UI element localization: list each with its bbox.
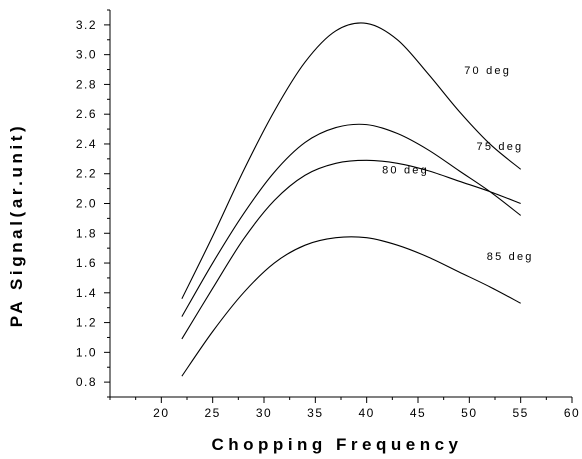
y-tick-label: 2.0 — [76, 197, 97, 211]
y-tick-label: 3.2 — [76, 18, 97, 32]
x-tick-label: 20 — [153, 406, 169, 420]
y-tick-label: 2.8 — [76, 77, 97, 91]
y-tick-label: 2.4 — [76, 137, 97, 151]
series-line-70-deg — [181, 22, 522, 300]
series-line-80-deg — [181, 159, 521, 340]
x-tick-label: 30 — [256, 406, 272, 420]
series-line-85-deg — [181, 236, 521, 377]
series-label-75-deg: 75 deg — [477, 141, 524, 153]
x-tick-label: 45 — [410, 406, 426, 420]
x-tick-label: 60 — [564, 406, 580, 420]
x-tick-label: 40 — [358, 406, 374, 420]
x-axis-title: Chopping Frequency — [212, 435, 463, 454]
y-axis-ticks: 0.8 1.0 1.2 1.4 1.6 1.8 2.0 2.2 2.4 2.6 2.8 3.0 3.2 — [76, 9, 110, 398]
series-label-70-deg: 70 deg — [464, 65, 511, 77]
series-label-85-deg: 85 deg — [487, 251, 534, 263]
curve-labels: 70 deg 75 deg 80 deg 85 deg — [382, 65, 534, 263]
x-tick-label: 50 — [461, 406, 477, 420]
series-label-80-deg: 80 deg — [382, 165, 429, 177]
y-tick-label: 1.0 — [76, 345, 97, 359]
y-tick-label: 1.8 — [76, 226, 97, 240]
y-tick-label: 0.8 — [76, 375, 97, 389]
x-tick-label: 55 — [512, 406, 528, 420]
y-tick-label: 1.2 — [76, 316, 97, 330]
x-tick-label: 35 — [307, 406, 323, 420]
x-tick-label: 25 — [204, 406, 220, 420]
series-layer — [181, 22, 522, 377]
y-tick-label: 3.0 — [76, 48, 97, 62]
series-line-75-deg — [181, 123, 522, 317]
y-tick-label: 2.2 — [76, 167, 97, 181]
y-axis-title: PA Signal(ar.unit) — [7, 123, 26, 328]
y-tick-label: 2.6 — [76, 107, 97, 121]
y-tick-label: 1.4 — [76, 286, 97, 300]
x-axis-ticks: 20 25 30 35 40 45 50 55 60 — [109, 397, 580, 420]
y-tick-label: 1.6 — [76, 256, 97, 270]
